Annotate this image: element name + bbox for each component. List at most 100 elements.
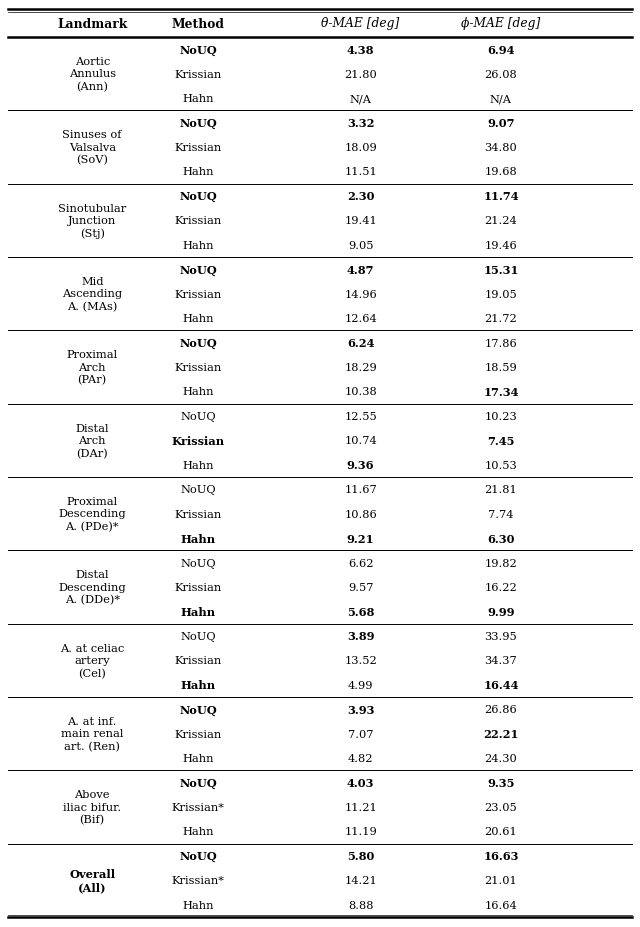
Text: Hahn: Hahn bbox=[182, 900, 214, 909]
Text: 6.62: 6.62 bbox=[348, 558, 373, 568]
Text: 21.72: 21.72 bbox=[484, 313, 517, 324]
Text: Krissian: Krissian bbox=[175, 216, 222, 226]
Text: Distal
Arch
(DAr): Distal Arch (DAr) bbox=[76, 424, 109, 459]
Text: 5.80: 5.80 bbox=[347, 850, 374, 861]
Text: 9.99: 9.99 bbox=[487, 606, 515, 617]
Text: 7.45: 7.45 bbox=[487, 436, 515, 447]
Text: Krissian: Krissian bbox=[175, 70, 222, 80]
Text: Krissian: Krissian bbox=[172, 436, 225, 447]
Text: 19.46: 19.46 bbox=[484, 240, 517, 250]
Text: NoUQ: NoUQ bbox=[179, 264, 217, 275]
Text: 11.19: 11.19 bbox=[344, 827, 377, 836]
Text: Sinotubular
Junction
(Stj): Sinotubular Junction (Stj) bbox=[58, 203, 126, 239]
Text: Hahn: Hahn bbox=[182, 313, 214, 324]
Text: Krissian: Krissian bbox=[175, 289, 222, 299]
Text: 13.52: 13.52 bbox=[344, 655, 377, 666]
Text: 2.30: 2.30 bbox=[347, 191, 374, 202]
Text: ϕ-MAE [deg]: ϕ-MAE [deg] bbox=[461, 18, 541, 31]
Text: NoUQ: NoUQ bbox=[179, 191, 217, 202]
Text: NoUQ: NoUQ bbox=[180, 412, 216, 422]
Text: 4.87: 4.87 bbox=[347, 264, 374, 275]
Text: NoUQ: NoUQ bbox=[180, 558, 216, 568]
Text: 16.44: 16.44 bbox=[483, 679, 518, 691]
Text: 21.01: 21.01 bbox=[484, 875, 517, 885]
Text: 5.68: 5.68 bbox=[347, 606, 374, 617]
Text: Hahn: Hahn bbox=[182, 167, 214, 177]
Text: Krissian: Krissian bbox=[175, 509, 222, 519]
Text: Distal
Descending
A. (DDe)*: Distal Descending A. (DDe)* bbox=[58, 570, 126, 605]
Text: Hahn: Hahn bbox=[182, 754, 214, 763]
Text: 11.67: 11.67 bbox=[344, 485, 377, 495]
Text: Krissian: Krissian bbox=[175, 143, 222, 153]
Text: 10.74: 10.74 bbox=[344, 436, 377, 446]
Text: N/A: N/A bbox=[349, 94, 372, 104]
Text: Mid
Ascending
A. (MAs): Mid Ascending A. (MAs) bbox=[62, 277, 122, 311]
Text: 16.63: 16.63 bbox=[483, 850, 518, 861]
Text: Above
iliac bifur.
(Bif): Above iliac bifur. (Bif) bbox=[63, 790, 122, 825]
Text: 4.99: 4.99 bbox=[348, 680, 373, 690]
Text: 12.55: 12.55 bbox=[344, 412, 377, 422]
Text: 9.21: 9.21 bbox=[347, 533, 374, 544]
Text: NoUQ: NoUQ bbox=[179, 704, 217, 715]
Text: 19.41: 19.41 bbox=[344, 216, 377, 226]
Text: Hahn: Hahn bbox=[180, 606, 216, 617]
Text: 11.74: 11.74 bbox=[483, 191, 519, 202]
Text: 9.57: 9.57 bbox=[348, 582, 373, 592]
Text: 10.53: 10.53 bbox=[484, 461, 517, 470]
Text: Krissian: Krissian bbox=[175, 729, 222, 739]
Text: Hahn: Hahn bbox=[182, 94, 214, 104]
Text: 11.51: 11.51 bbox=[344, 167, 377, 177]
Text: 8.88: 8.88 bbox=[348, 900, 373, 909]
Text: 10.38: 10.38 bbox=[344, 387, 377, 397]
Text: 33.95: 33.95 bbox=[484, 631, 517, 641]
Text: Landmark: Landmark bbox=[57, 18, 127, 31]
Text: 3.32: 3.32 bbox=[347, 118, 374, 129]
Text: 18.29: 18.29 bbox=[344, 362, 377, 373]
Text: 15.31: 15.31 bbox=[483, 264, 518, 275]
Text: A. at inf.
main renal
art. (Ren): A. at inf. main renal art. (Ren) bbox=[61, 717, 124, 752]
Text: A. at celiac
artery
(Cel): A. at celiac artery (Cel) bbox=[60, 643, 124, 679]
Text: Proximal
Arch
(PAr): Proximal Arch (PAr) bbox=[67, 350, 118, 386]
Text: 21.80: 21.80 bbox=[344, 70, 377, 80]
Text: 4.03: 4.03 bbox=[347, 777, 374, 788]
Text: 21.81: 21.81 bbox=[484, 485, 517, 495]
Text: 11.21: 11.21 bbox=[344, 802, 377, 812]
Text: 10.86: 10.86 bbox=[344, 509, 377, 519]
Text: Method: Method bbox=[172, 18, 225, 31]
Text: 34.37: 34.37 bbox=[484, 655, 517, 666]
Text: 12.64: 12.64 bbox=[344, 313, 377, 324]
Text: Krissian: Krissian bbox=[175, 362, 222, 373]
Text: NoUQ: NoUQ bbox=[180, 485, 216, 495]
Text: Hahn: Hahn bbox=[182, 387, 214, 397]
Text: 9.05: 9.05 bbox=[348, 240, 373, 250]
Text: Krissian*: Krissian* bbox=[172, 875, 225, 885]
Text: 6.30: 6.30 bbox=[487, 533, 515, 544]
Text: 19.82: 19.82 bbox=[484, 558, 517, 568]
Text: 17.34: 17.34 bbox=[483, 387, 518, 398]
Text: θ-MAE [deg]: θ-MAE [deg] bbox=[321, 18, 400, 31]
Text: 24.30: 24.30 bbox=[484, 754, 517, 763]
Text: 17.86: 17.86 bbox=[484, 338, 517, 349]
Text: 23.05: 23.05 bbox=[484, 802, 517, 812]
Text: 4.38: 4.38 bbox=[347, 44, 374, 56]
Text: 14.21: 14.21 bbox=[344, 875, 377, 885]
Text: Overall
(All): Overall (All) bbox=[69, 868, 115, 893]
Text: NoUQ: NoUQ bbox=[179, 850, 217, 861]
Text: 3.93: 3.93 bbox=[347, 704, 374, 715]
Text: Hahn: Hahn bbox=[180, 533, 216, 544]
Text: 26.08: 26.08 bbox=[484, 70, 517, 80]
Text: 9.35: 9.35 bbox=[487, 777, 515, 788]
Text: Krissian: Krissian bbox=[175, 582, 222, 592]
Text: 14.96: 14.96 bbox=[344, 289, 377, 299]
Text: Aortic
Annulus
(Ann): Aortic Annulus (Ann) bbox=[68, 57, 116, 92]
Text: 18.59: 18.59 bbox=[484, 362, 517, 373]
Text: NoUQ: NoUQ bbox=[179, 118, 217, 129]
Text: N/A: N/A bbox=[490, 94, 512, 104]
Text: 18.09: 18.09 bbox=[344, 143, 377, 153]
Text: 4.82: 4.82 bbox=[348, 754, 373, 763]
Text: Krissian: Krissian bbox=[175, 655, 222, 666]
Text: 9.36: 9.36 bbox=[347, 460, 374, 471]
Text: 6.24: 6.24 bbox=[347, 337, 374, 349]
Text: 21.24: 21.24 bbox=[484, 216, 517, 226]
Text: 34.80: 34.80 bbox=[484, 143, 517, 153]
